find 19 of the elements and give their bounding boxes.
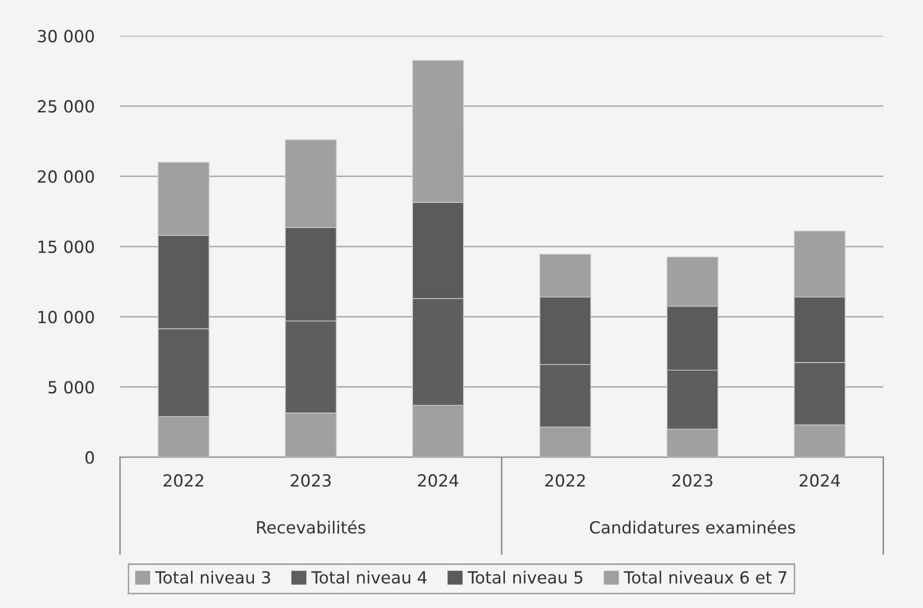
text: Recevabilités [257,520,366,534]
y-tick-label: 5 000 [48,380,94,394]
legend-label: Total niveau 5 [468,570,582,584]
x-tick-label: 2023 [672,474,712,487]
text: Candidatures examinées [590,520,796,534]
x-tick-label: 2024 [418,474,458,487]
x-tick-label: 2022 [545,474,585,487]
y-tick-label: 30 000 [38,30,94,42]
y-tick-label: 10 000 [38,310,94,324]
legend-label: Total niveau 4 [311,570,427,584]
legend-label: Total niveau 3 [155,570,270,584]
y-tick-label: 25 000 [38,100,94,113]
legend-label: Total niveaux 6 et 7 [624,570,786,584]
x-tick-label: 2024 [800,474,840,487]
y-tick-label: 0 [85,451,94,464]
y-tick-label: 20 000 [38,170,94,183]
y-tick-label: 15 000 [38,240,94,254]
x-tick-label: 2023 [290,474,331,487]
x-tick-label: 2022 [164,474,204,487]
